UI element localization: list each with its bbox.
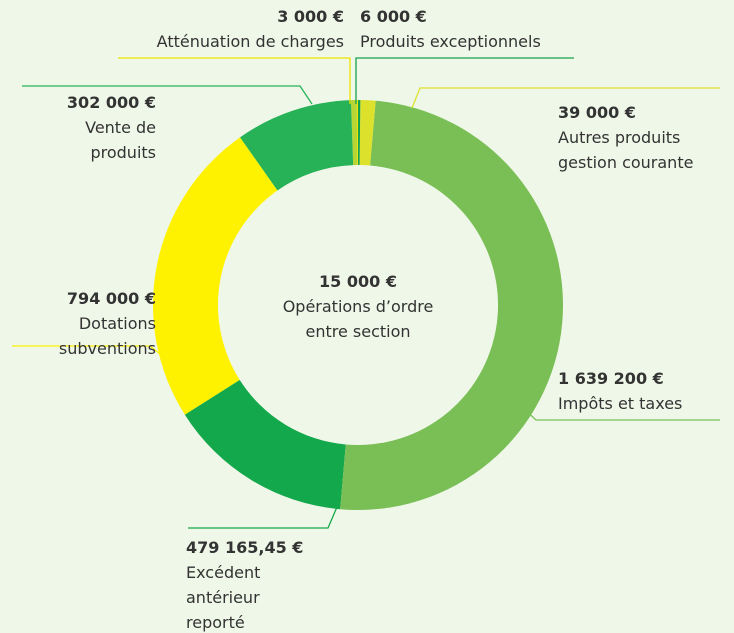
category-label: Produits exceptionnels [360, 32, 541, 51]
slice-label: 479 165,45 € Excédent antérieur reporté F… [186, 535, 306, 633]
leader-line [188, 499, 341, 529]
leader-line [411, 87, 720, 109]
slice-label: 1 639 200 € Impôts et taxes [558, 366, 733, 416]
value-label: 15 000 € [319, 272, 397, 291]
leader-line [355, 57, 574, 104]
donut-slice [358, 100, 361, 166]
leader-line [118, 57, 351, 104]
donut-slice [356, 100, 358, 166]
category-label: Impôts et taxes [558, 394, 683, 413]
slice-label: 302 000 € Vente de produits [0, 90, 156, 165]
donut-slice [239, 100, 354, 191]
value-label: 3 000 € [277, 7, 344, 26]
slice-label: 39 000 € Autres produits gestion courante [558, 100, 733, 175]
slice-label: 794 000 € Dotations subventions [0, 286, 156, 361]
leader-line [22, 85, 313, 105]
value-label: 39 000 € [558, 103, 636, 122]
donut-slice [359, 100, 376, 166]
donut-slice [350, 100, 358, 166]
slice-label: 6 000 € Produits exceptionnels [360, 4, 610, 54]
category-label: Dotations subventions [58, 314, 156, 358]
leader-line [522, 407, 720, 421]
category-label: Excédent antérieur reporté Fonc [186, 563, 261, 632]
category-label: Autres produits gestion courante [558, 128, 694, 172]
slice-label: 15 000 € Opérations d’ordre entre section [258, 269, 458, 344]
leader-line [12, 345, 196, 383]
value-label: 479 165,45 € [186, 538, 304, 557]
donut-slice [340, 100, 563, 510]
value-label: 6 000 € [360, 7, 427, 26]
category-label: Atténuation de charges [156, 32, 344, 51]
donut-slice [184, 379, 346, 510]
category-label: Opérations d’ordre entre section [282, 297, 434, 341]
donut-slice [153, 137, 278, 415]
slice-label: 3 000 € Atténuation de charges [90, 4, 344, 54]
value-label: 1 639 200 € [558, 369, 664, 388]
category-label: Vente de produits [85, 118, 156, 162]
leader-lines [12, 57, 720, 529]
value-label: 794 000 € [66, 289, 156, 308]
value-label: 302 000 € [66, 93, 156, 112]
